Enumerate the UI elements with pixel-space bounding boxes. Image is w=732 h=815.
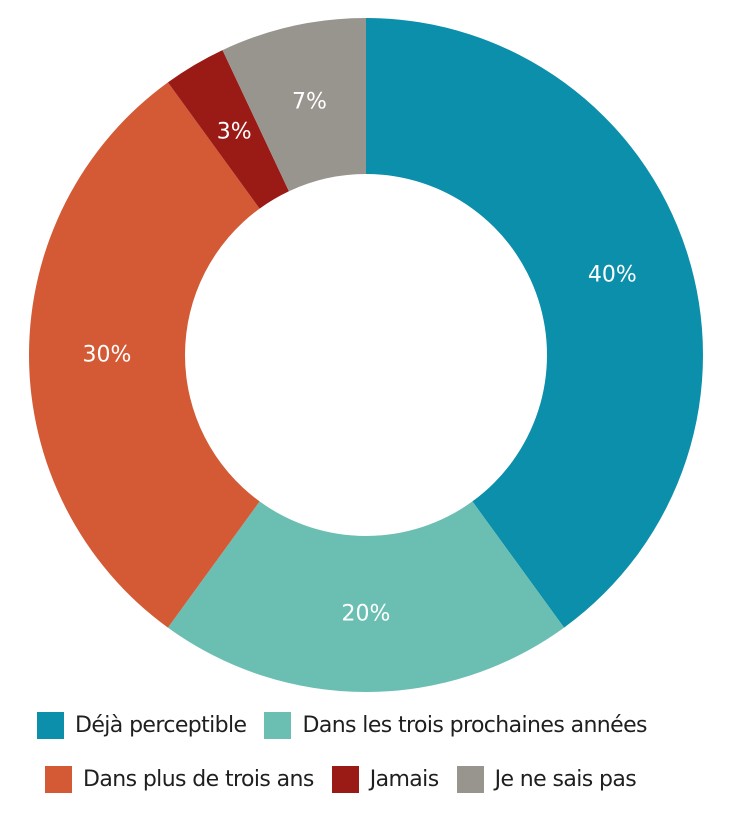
legend-swatch-jamais xyxy=(331,766,359,793)
slice-value-label-deja-perceptible: 40% xyxy=(588,262,637,287)
legend-swatch-deja-perceptible xyxy=(37,712,64,739)
slice-value-label-dans-les-trois-prochaines-annees: 20% xyxy=(342,602,391,627)
legend-row-2: Dans plus de trois ans Jamais Je ne sais… xyxy=(45,766,654,793)
donut-chart: 40% 20% 30% 3% 7% xyxy=(28,17,704,692)
slice-dans-plus-de-trois-ans xyxy=(28,82,260,628)
slice-jamais xyxy=(167,50,289,209)
legend-item-jamais: Jamais xyxy=(331,766,439,793)
legend-item-deja-perceptible: Déjà perceptible xyxy=(37,712,247,739)
chart-legend: Déjà perceptible Dans les trois prochain… xyxy=(0,700,732,815)
legend-item-je-ne-sais-pas: Je ne sais pas xyxy=(456,766,637,793)
legend-item-dans-les-trois-prochaines-annees: Dans les trois prochaines années xyxy=(264,712,647,739)
legend-label-deja-perceptible: Déjà perceptible xyxy=(75,713,247,738)
legend-item-dans-plus-de-trois-ans: Dans plus de trois ans xyxy=(45,766,314,793)
slice-je-ne-sais-pas xyxy=(222,17,366,192)
legend-swatch-je-ne-sais-pas xyxy=(456,766,484,793)
slice-value-label-dans-plus-de-trois-ans: 30% xyxy=(83,343,132,368)
slice-value-label-je-ne-sais-pas: 7% xyxy=(292,90,327,115)
legend-swatch-dans-les-trois-prochaines-annees xyxy=(264,712,292,739)
slice-deja-perceptible xyxy=(366,18,704,628)
legend-label-je-ne-sais-pas: Je ne sais pas xyxy=(494,767,637,792)
donut-slices xyxy=(28,17,704,692)
slice-dans-les-trois-prochaines-annees xyxy=(167,501,565,692)
legend-label-jamais: Jamais xyxy=(369,767,439,792)
legend-row-1: Déjà perceptible Dans les trois prochain… xyxy=(37,712,665,739)
legend-label-dans-plus-de-trois-ans: Dans plus de trois ans xyxy=(83,767,314,792)
donut-value-labels: 40% 20% 30% 3% 7% xyxy=(83,90,637,627)
legend-label-dans-les-trois-prochaines-annees: Dans les trois prochaines années xyxy=(302,713,647,738)
legend-swatch-dans-plus-de-trois-ans xyxy=(45,766,72,793)
slice-value-label-jamais: 3% xyxy=(217,120,252,145)
